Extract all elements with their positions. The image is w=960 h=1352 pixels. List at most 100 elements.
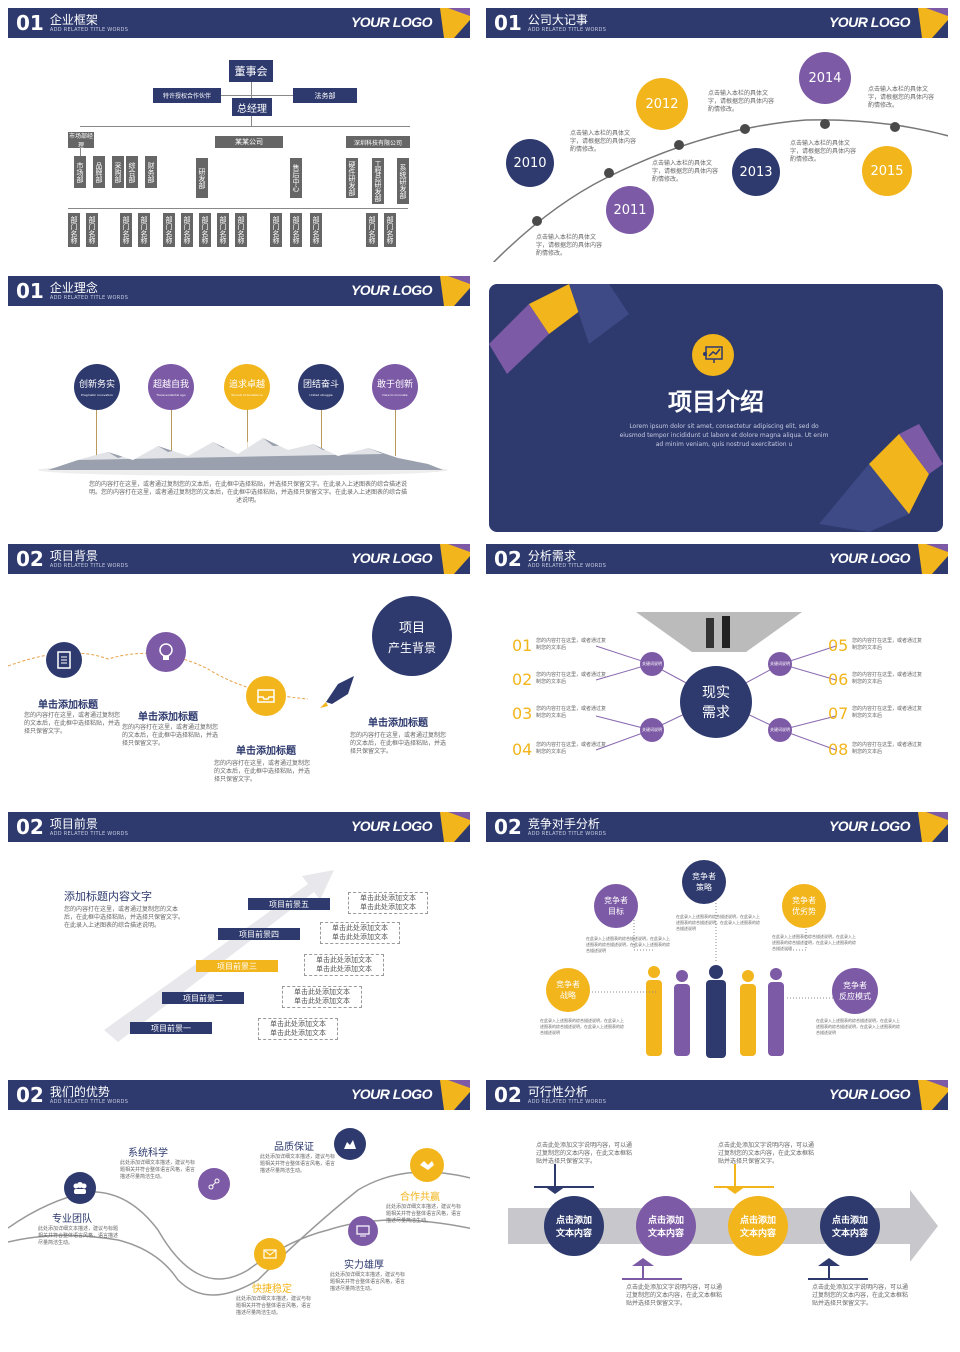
competitor-desc: 在此录入上述图表的综合描述说明，在此录入上述图表的综合描述说明，在此录入上述图表… [772, 934, 856, 951]
slide-milestones[interactable]: 01 公司大记事 ADD RELATED TITLE WORDS YOUR LOG… [486, 8, 948, 262]
slide-header: 02 分析需求 ADD RELATED TITLE WORDS YOUR LOGO [486, 544, 948, 574]
value-circle: 团结奋斗 United struggle [298, 364, 344, 410]
mail-icon [254, 1238, 286, 1270]
keyword-node: 关键词说明 [640, 652, 664, 676]
timeline-curve [492, 119, 948, 262]
step-circle[interactable]: 点击添加 文本内容 [728, 1196, 788, 1256]
org-dept: 品牌部 [93, 156, 105, 188]
org-right-dept: 法务部 [293, 88, 357, 103]
section-number: 02 [16, 1083, 44, 1107]
need-number: 05 [828, 636, 849, 655]
org-dept: 综合部 [126, 156, 138, 188]
pin-line [247, 408, 248, 456]
step-note: 单击此处添加文本 单击此处添加文本 [258, 1018, 338, 1040]
competitor-desc: 在此录入上述图表的综合描述说明，在此录入上述图表的综合描述说明，在此录入上述图表… [540, 1018, 624, 1035]
slide-header: 01 企业理念 ADD RELATED TITLE WORDS YOUR LOGO [8, 276, 470, 306]
step-desc: 点击此处添加文字说明内容，可以通过复制您的文本内容，在此文本框粘贴并选择只保留文… [812, 1284, 909, 1307]
ribbon-decoration [440, 8, 470, 38]
section-number: 01 [16, 11, 44, 35]
slide-project-intro[interactable]: 项目介绍 Lorem ipsum dolor sit amet, consect… [489, 284, 943, 532]
competitor-desc: 在此录入上述图表的综合描述说明，在此录入上述图表的综合描述说明，在此录入上述图表… [676, 914, 760, 931]
milestone-desc: 点击输入本栏的具体文字，请根据您的具体内容酌情修改。 [536, 234, 603, 257]
ribbon-decoration [440, 812, 470, 842]
org-dept: 硬件研发部 [346, 158, 358, 198]
step-note: 单击此处添加文本 单击此处添加文本 [282, 986, 362, 1008]
need-desc: 您的内容打在这里，或者通过复制您的文本后 [536, 742, 607, 755]
mountain-image [38, 438, 448, 476]
step-circle[interactable]: 点击添加 文本内容 [544, 1196, 604, 1256]
slide-philosophy[interactable]: 01 企业理念 ADD RELATED TITLE WORDS YOUR LOGO… [8, 276, 470, 530]
step-circle[interactable]: 点击添加 文本内容 [636, 1196, 696, 1256]
timeline-dot [604, 168, 614, 178]
slide-header: 02 竞争对手分析 ADD RELATED TITLE WORDS YOUR LO… [486, 812, 948, 842]
slide-subtitle: ADD RELATED TITLE WORDS [49, 294, 129, 301]
step-desc: 点击此处添加文字说明内容，可以通过复制您的文本内容，在此文本框粘贴并选择只保留文… [718, 1142, 815, 1165]
slide-competitors[interactable]: 02 竞争对手分析 ADD RELATED TITLE WORDS YOUR LO… [486, 812, 948, 1066]
org-dept: 售后中心 [290, 158, 302, 198]
milestone-desc: 点击输入本栏的具体文字，请根据您的具体内容酌情修改。 [790, 140, 857, 163]
need-desc: 您的内容打在这里，或者通过复制您的文本后 [852, 742, 923, 755]
need-desc: 您的内容打在这里，或者通过复制您的文本后 [852, 672, 923, 685]
org-dept-market-manager: 市场部经理 [68, 132, 94, 149]
step-note: 单击此处添加文本 单击此处添加文本 [320, 922, 400, 944]
document-icon [46, 642, 82, 678]
item-desc: 您的内容打在这里，或者通过复制您的文本后，在此框中选择粘贴，并选择只保留文字。 [350, 732, 447, 755]
advantage-desc: 此处添加详细文本描述，建议与标题相关并符合整体语言风格，语言描述尽量简洁生动。 [330, 1272, 406, 1292]
slide-title: 企业框架 [49, 12, 98, 27]
need-number: 08 [828, 740, 849, 759]
slide-title: 项目前景 [49, 816, 98, 831]
org-board: 董事会 [229, 60, 273, 82]
slide-prospects[interactable]: 02 项目前景 ADD RELATED TITLE WORDS YOUR LOGO… [8, 812, 470, 1066]
handshake-icon [410, 1148, 444, 1182]
pin-line [171, 408, 172, 456]
slide-title: 竞争对手分析 [527, 816, 600, 831]
need-number: 02 [512, 670, 533, 689]
pin-line [395, 408, 396, 456]
slide-subtitle: ADD RELATED TITLE WORDS [49, 830, 129, 837]
org-company-1: 某某公司 [215, 136, 283, 148]
step-note: 单击此处添加文本 单击此处添加文本 [348, 892, 428, 914]
rocket-icon [320, 676, 354, 708]
keyword-node: 关键词说明 [768, 718, 792, 742]
advantage-title: 实力雄厚 [344, 1260, 384, 1271]
slide-header: 02 可行性分析 ADD RELATED TITLE WORDS YOUR LOG… [486, 1080, 948, 1110]
ribbon-decoration [918, 1080, 948, 1110]
advantage-desc: 此处添加详细文本描述，建议与标题相关并符合整体语言风格，语言描述尽量简洁生动。 [38, 1226, 119, 1246]
connector [221, 95, 293, 96]
org-subdept: 部门名称 [270, 213, 282, 247]
prospects-desc: 您的内容打在这里，或者通过复制您的文本后，在此框中选择粘贴，并选择只保留文字。在… [64, 906, 185, 929]
competitor-goal: 竞争者 目标 [594, 884, 638, 928]
science-icon [198, 1168, 230, 1200]
value-circle: 追求卓越 Pursuit of excellence [224, 364, 270, 410]
year-2015: 2015 [862, 146, 912, 196]
need-desc: 您的内容打在这里，或者通过复制您的文本后 [536, 672, 607, 685]
slide-subtitle: ADD RELATED TITLE WORDS [527, 562, 607, 569]
step-circle[interactable]: 点击添加 文本内容 [820, 1196, 880, 1256]
value-circle: 超越自我 Transcendental ego [148, 364, 194, 410]
slide-org-chart[interactable]: 01 企业框架 ADD RELATED TITLE WORDS YOUR LOGO… [8, 8, 470, 262]
advantage-title: 品质保证 [274, 1142, 314, 1153]
step-1: 项目前景一 [130, 1022, 212, 1034]
advantage-title: 快捷稳定 [252, 1284, 292, 1295]
competitor-desc: 在此录入上述图表的综合描述说明，在此录入上述图表的综合描述说明，在此录入上述图表… [816, 1018, 900, 1035]
slide-background[interactable]: 02 项目背景 ADD RELATED TITLE WORDS YOUR LOGO… [8, 544, 470, 798]
timeline-dot [890, 122, 900, 132]
value-circle: 敢于创新 Dare to innovate [372, 364, 418, 410]
org-subdept: 部门名称 [217, 213, 229, 247]
business-team-silhouettes [646, 965, 784, 1058]
slide-needs[interactable]: 02 分析需求 ADD RELATED TITLE WORDS YOUR LOGO… [486, 544, 948, 798]
logo: YOUR LOGO [828, 818, 911, 834]
year-2011: 2011 [606, 186, 654, 234]
org-subdept: 部门名称 [384, 213, 396, 247]
slide-advantages[interactable]: 02 我们的优势 ADD RELATED TITLE WORDS YOUR LOG… [8, 1080, 470, 1334]
slide-subtitle: ADD RELATED TITLE WORDS [49, 26, 129, 33]
business-people-photo [636, 612, 802, 652]
milestone-desc: 点击输入本栏的具体文字，请根据您的具体内容酌情修改。 [868, 86, 935, 109]
ribbon-decoration [440, 544, 470, 574]
slide-subtitle: ADD RELATED TITLE WORDS [527, 26, 607, 33]
advantage-desc: 此处添加详细文本描述，建议与标题相关并符合整体语言风格，语言描述尽量简洁生动。 [120, 1160, 196, 1180]
org-subdept: 部门名称 [366, 213, 378, 247]
slide-feasibility[interactable]: 02 可行性分析 ADD RELATED TITLE WORDS YOUR LOG… [486, 1080, 948, 1334]
need-desc: 您的内容打在这里，或者通过复制您的文本后 [536, 638, 607, 651]
intro-title: 项目介绍 [668, 388, 764, 416]
